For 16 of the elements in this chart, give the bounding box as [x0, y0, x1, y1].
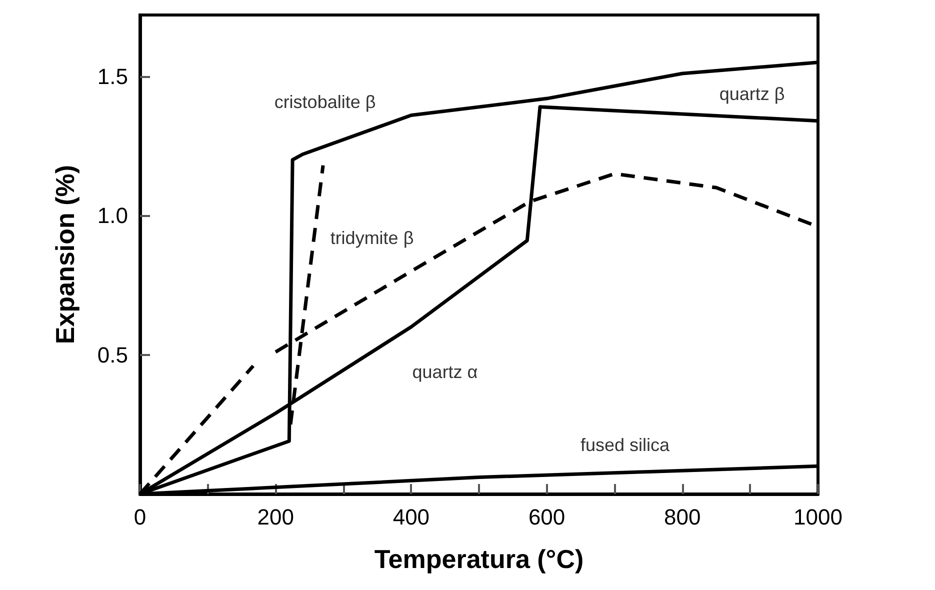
- x-tick-label: 800: [664, 504, 701, 530]
- annotation: quartz α: [412, 362, 478, 382]
- x-tick-label: 400: [392, 504, 430, 530]
- y-axis-title: Expansion (%): [50, 164, 80, 344]
- annotation: fused silica: [580, 435, 671, 455]
- x-tick-label: 600: [528, 504, 566, 530]
- y-tick-label: 1.5: [97, 64, 128, 89]
- annotation: quartz β: [719, 84, 785, 104]
- y-tick-label: 0.5: [97, 342, 128, 368]
- annotation: tridymite β: [330, 228, 414, 248]
- x-tick-label: 0: [134, 504, 146, 530]
- annotation: cristobalite β: [274, 92, 376, 112]
- x-axis-title: Temperatura (°C): [374, 544, 584, 574]
- x-tick-label: 200: [257, 504, 294, 530]
- y-tick-label: 1.0: [97, 203, 128, 228]
- x-tick-label: 1000: [794, 504, 842, 530]
